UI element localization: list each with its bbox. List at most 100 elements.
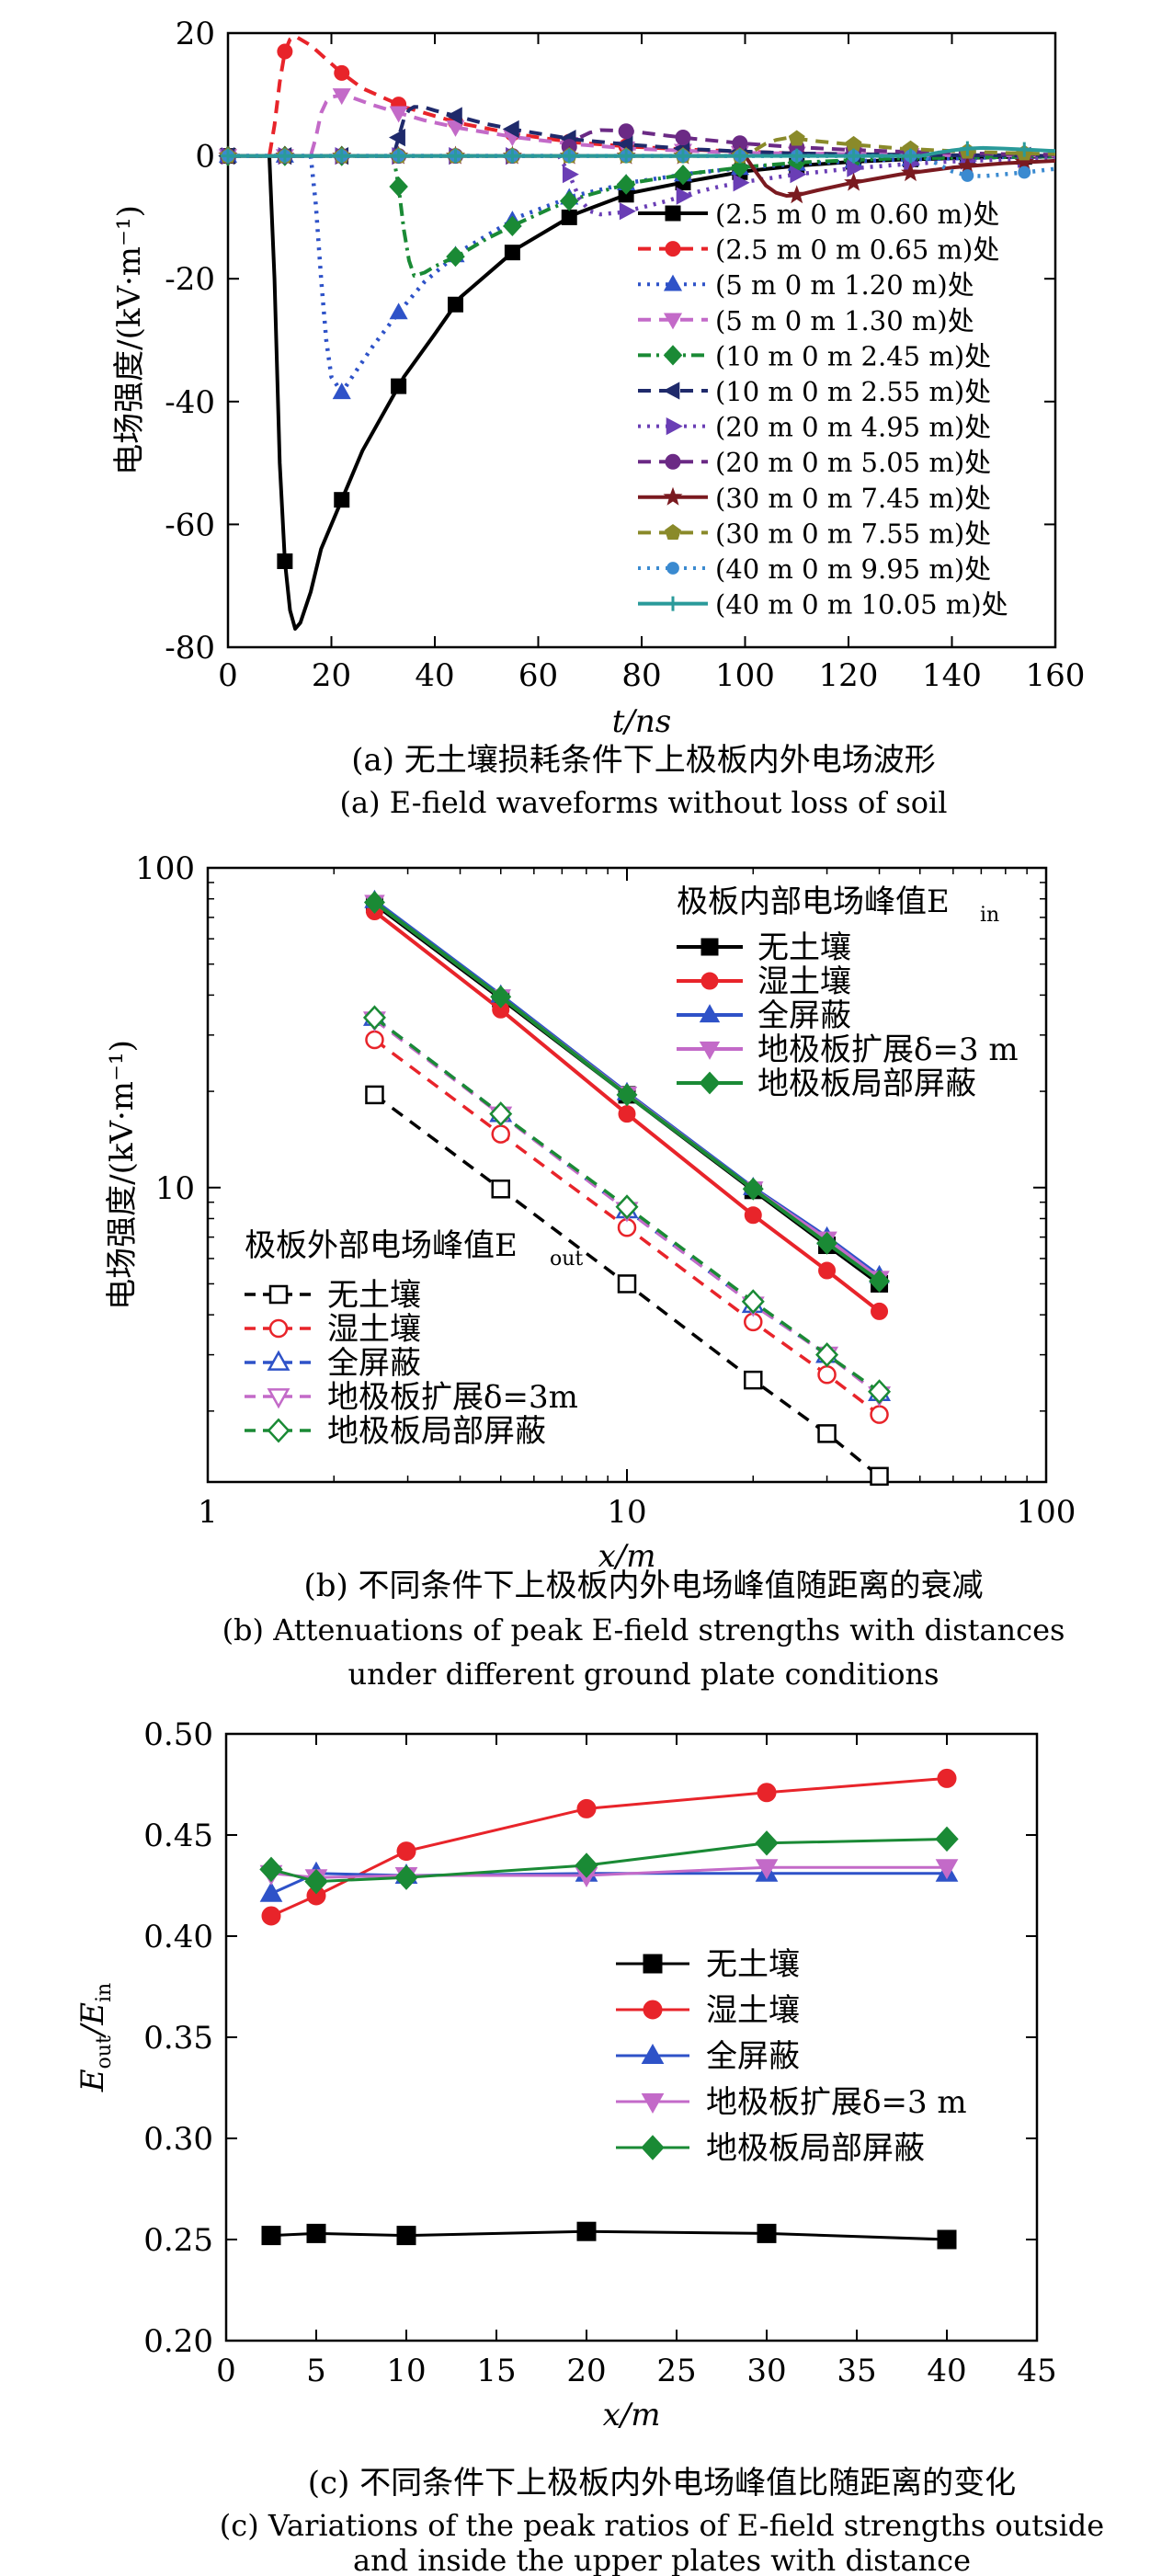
x-tick-label: 10 [607,1494,646,1531]
legend-marker [666,562,679,575]
caption-b-en-2: under different ground plate conditions [348,1657,940,1692]
y-tick-label: 20 [176,16,215,52]
caption-b-cn: (b) 不同条件下上极板内外电场峰值随距离的衰减 [303,1567,983,1604]
series-marker [259,1856,283,1883]
series-marker [261,2226,281,2246]
series-marker [616,1083,638,1107]
y-tick-label: -40 [165,384,215,421]
x-tick-label: 60 [518,657,558,694]
legend-label: 湿土壤 [757,963,851,1000]
series-marker [789,148,804,164]
legend-label: 无土壤 [706,1946,800,1983]
series-marker [394,1864,418,1890]
y-tick-label: 10 [155,1170,195,1207]
legend-label: 全屏蔽 [327,1345,421,1382]
x-tick-label: 35 [837,2353,876,2389]
series-marker [388,128,405,147]
series-line [228,154,1056,395]
series-marker [673,164,693,186]
series-marker [847,159,864,177]
legend-marker [643,2000,663,2020]
x-tick-label: 100 [715,657,775,694]
x-tick-label: 45 [1017,2353,1056,2389]
series-marker [935,1826,959,1852]
series-marker [817,1364,837,1385]
legend-marker [663,313,683,330]
series-marker [389,106,408,123]
series-line [270,2229,948,2241]
chart-b: 1 10 100 10 100 x/m 电场强度/(kV·m⁻¹) 极板内部电场峰值E in 无土… [104,850,1076,1575]
legend-marker [666,416,683,436]
legend-label: (30 m 0 m 7.45 m)处 [715,483,991,514]
series-marker [576,1798,597,1818]
series-marker [732,148,747,164]
legend-marker [665,523,681,541]
series-marker [790,165,807,184]
x-tick-label: 20 [566,2353,606,2389]
x-tick-label: 100 [1017,1494,1076,1531]
series-marker [448,148,463,164]
series-marker [576,2221,597,2241]
series-marker [757,1783,777,1803]
y-axis-label-text: Eout/Ein [74,1983,116,2093]
legend-label: (40 m 0 m 10.05 m)处 [715,589,1008,621]
series-line [373,909,881,1313]
chart-c: 0 5 10 15 20 25 30 35 40 45 0.20 0.25 0.30 0.35 0.40 0.… [74,1716,1057,2434]
series-marker [676,187,693,205]
series-marker [504,245,520,261]
series-marker [871,1302,889,1320]
legend-label: (5 m 0 m 1.20 m)处 [715,269,974,301]
series-marker [730,157,750,178]
series-marker [277,43,293,60]
series-marker [869,1270,891,1293]
series-marker [733,174,750,192]
chart-a: 0 20 40 60 80 100 120 140 160 -80 -60 -40 -20 0 20 t/ns… [111,16,1085,740]
legend-label: (5 m 0 m 1.30 m)处 [715,305,974,336]
series-marker [334,492,350,508]
x-tick-label: 140 [922,657,982,694]
legend-marker [641,2043,665,2064]
x-axis-label: x/m [598,1538,656,1575]
series-line [373,1016,881,1394]
series-line [228,154,1056,631]
y-tick-label: 0.50 [143,1716,213,1753]
series-marker [744,1206,762,1225]
y-axis-label: 电场强度/(kV·m⁻¹) [104,1040,141,1310]
legend-label: 地极板扩展δ=3 m [706,2084,967,2121]
legend-label: 湿土壤 [327,1311,421,1348]
series-marker [491,1180,510,1199]
series-marker [844,172,864,191]
series-c-1 [261,1768,957,1926]
legend-in-title: 极板内部电场峰值E [677,883,950,920]
series-marker [816,1231,838,1255]
x-tick-label: 30 [746,2353,786,2389]
y-label-sub2: in [93,1983,116,2002]
legend-marker [666,596,680,611]
series-marker [559,190,579,211]
legend-label: 地极板局部屏蔽 [706,2130,925,2167]
legend-label: (20 m 0 m 5.05 m)处 [715,447,991,478]
x-tick-label: 10 [386,2353,426,2389]
series-marker [389,176,408,198]
series-marker [757,2223,777,2243]
y-tick-label: 0.45 [143,1818,213,1854]
series-marker [391,378,407,394]
x-axis-label: t/ns [612,703,671,740]
x-tick-label: 20 [312,657,351,694]
caption-b-en-1: (b) Attenuations of peak E-field strengt… [222,1613,1065,1647]
series-out-0 [365,1085,889,1487]
series-marker [618,123,634,140]
y-label-sub1: out [93,2035,116,2069]
y-axis-label: Eout/Ein [74,1983,116,2093]
series-marker [502,120,519,139]
series-marker [365,1085,384,1105]
x-tick-label: 160 [1026,657,1086,694]
series-marker [396,1841,416,1862]
series-marker [277,553,293,569]
series-marker [817,1424,837,1443]
series-marker [562,165,579,184]
legend-label: (40 m 0 m 9.95 m)处 [715,553,991,585]
x-tick-label: 0 [218,657,238,694]
legend-marker [267,1350,290,1371]
